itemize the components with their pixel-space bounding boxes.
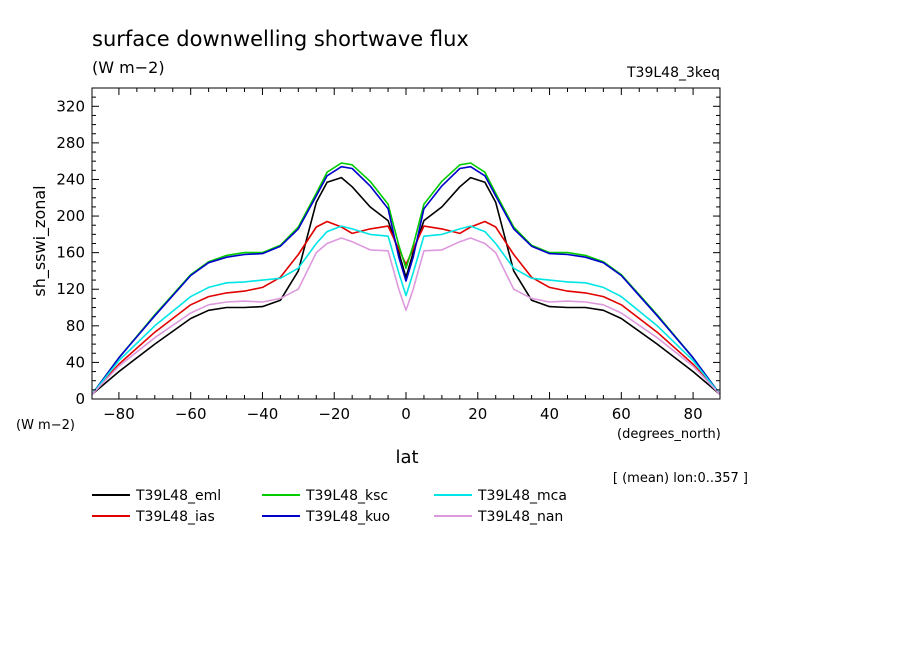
legend-label-T39L48_nan: T39L48_nan [477,509,563,525]
y-tick-label: 240 [56,170,85,188]
footnote: [ (mean) lon:0..357 ] [613,471,748,486]
y-tick-label: 200 [56,207,85,225]
y-tick-label: 280 [56,134,85,152]
x-tick-label: 20 [468,405,487,423]
y-tick-label: 0 [75,390,85,408]
series-line-T39L48_eml [91,176,721,396]
x-tick-label: −80 [103,405,135,423]
y-tick-label: 320 [56,97,85,115]
x-tick-label: −60 [175,405,207,423]
y-tick-label: 80 [66,317,85,335]
chart-title: surface downwelling shortwave flux [92,27,469,51]
plot-lines [91,162,721,396]
series-line-T39L48_ias [91,220,721,395]
x-tick-label: 80 [684,405,703,423]
y-axis-label: sh_sswi_zonal [30,185,50,296]
legend-label-T39L48_ksc: T39L48_ksc [305,488,388,504]
x-tick-label: 60 [612,405,631,423]
series-line-T39L48_kuo [91,165,721,395]
legend-label-T39L48_mca: T39L48_mca [477,488,567,504]
plot-frame [91,87,721,400]
axes: −80 −60 −40 −20 0 20 40 60 80 0 40 80 120 160 200 240 28… [56,87,721,423]
x-axis-units: (degrees_north) [617,427,721,442]
chart-units: (W m−2) [92,58,165,77]
x-axis-label: lat [395,447,418,468]
series-line-T39L48_nan [91,237,721,395]
y-tick-label: 40 [66,353,85,371]
series-line-T39L48_mca [91,225,721,395]
y-axis-units: (W m−2) [16,418,75,433]
y-tick-label: 120 [56,280,85,298]
legend-label-T39L48_kuo: T39L48_kuo [305,509,390,525]
series-line-T39L48_ksc [91,162,721,395]
x-tick-label: 40 [540,405,559,423]
legend: T39L48_eml T39L48_ias T39L48_ksc T39L48_kuo… [92,488,567,525]
x-tick-label: 0 [401,405,411,423]
legend-label-T39L48_eml: T39L48_eml [135,488,221,504]
run-label: T39L48_3keq [626,65,720,81]
legend-label-T39L48_ias: T39L48_ias [135,509,215,525]
x-tick-label: −20 [318,405,350,423]
x-tick-label: −40 [247,405,279,423]
y-tick-label: 160 [56,244,85,262]
